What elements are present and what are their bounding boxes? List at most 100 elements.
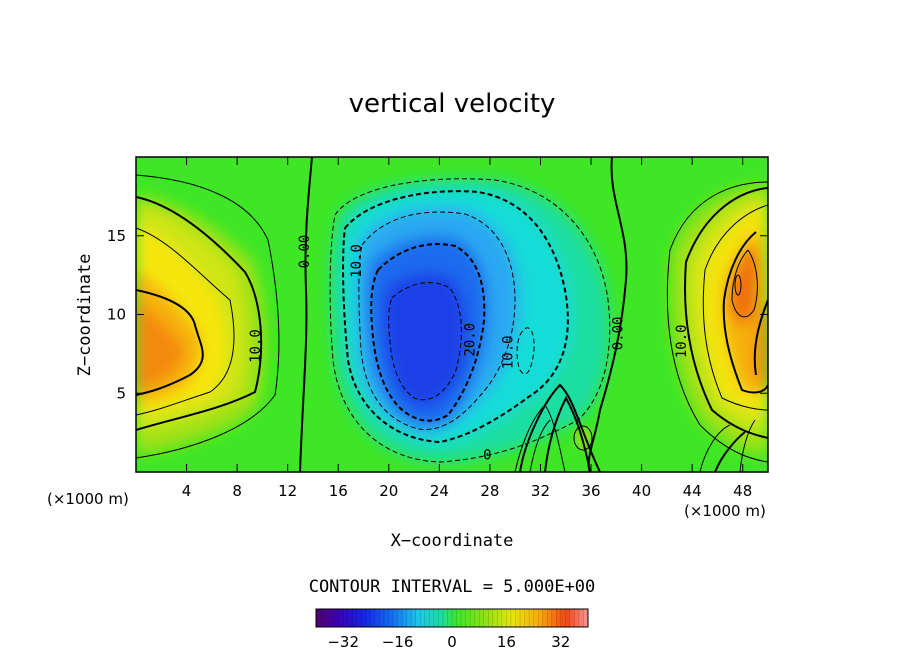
contour-left-15 [136,227,235,416]
colorbar-cell [325,609,330,627]
x-axis: 4 8 12 16 20 24 28 32 36 40 44 48 [182,157,752,500]
plot-field: 0.00 10.0 10.0 20.0 10.0 0.00 10.0 0 [136,157,768,472]
contour-right-20 [722,231,768,394]
colorbar-cell [542,609,548,627]
colorbar-cell [316,609,321,627]
contour-label: 10.0 [248,329,264,363]
colorbar-cell [583,609,589,627]
x-tick-label: 12 [278,482,297,500]
contour-left-10 [136,196,263,431]
colorbar-cell [492,609,498,627]
x-tick-label: 36 [581,482,600,500]
colorbar-cell [397,609,403,627]
x-tick-label: 40 [632,482,651,500]
colorbar-cell [565,609,571,627]
x-unit-label: (×1000 m) [684,502,766,520]
x-tick-label: 20 [379,482,398,500]
colorbar-cell [406,609,412,627]
contour-neg-5 [329,178,611,463]
colorbar-cell [338,609,344,627]
colorbar-cell [433,609,439,627]
colorbar-cell [456,609,462,627]
contour-right-5 [666,181,768,463]
colorbar-cell [551,609,557,627]
colorbar-cell [560,609,566,627]
colorbar-cell [370,609,376,627]
colorbar-tick-label: 32 [551,633,570,651]
contour-zero-left [299,157,313,472]
y-tick-label: 5 [116,384,126,402]
colorbar-cell [420,609,426,627]
colorbar-cell [365,609,371,627]
colorbar-cell [334,609,339,627]
colorbar-cell [574,609,580,627]
contour-neg-25 [388,282,462,401]
contour-neg-20 [370,243,486,422]
colorbar-cell [524,609,530,627]
colorbar-cell [578,609,584,627]
colorbar-cell [497,609,503,627]
contour-label: 0.00 [297,235,313,269]
colorbar-cell [520,609,525,627]
colorbar-ticks: −32 −16 0 16 32 [327,633,570,651]
contour-label: 10.0 [674,324,690,358]
colorbar-cell [515,609,521,627]
contour-neg-15 [358,211,516,430]
colorbar-tick-label: 0 [447,633,457,651]
colorbar-cell [501,609,507,627]
contour-lines [136,157,768,472]
right-updraft-region [670,185,768,455]
colorbar-cell [388,609,394,627]
colorbar-cell [529,609,534,627]
colorbar-cell [415,609,421,627]
contour-label-group: 0.00 10.0 10.0 20.0 10.0 0.00 10.0 0 [248,235,690,464]
colorbar-cell [461,609,466,627]
colorbar-cell [374,609,380,627]
chart-title: vertical velocity [349,89,556,119]
contour-zero-right [587,157,628,472]
colorbar-frame [315,608,589,628]
contour-lower-middle-streaks [514,404,566,472]
colorbar-cell [438,609,444,627]
y-unit-label: (×1000 m) [47,490,129,508]
x-tick-label: 48 [733,482,752,500]
colorbar-cell [474,609,480,627]
colorbar-cell [479,609,485,627]
contour-label: 0.00 [611,317,627,351]
contour-lower-right-streaks [699,419,756,472]
colorbar-cell [506,609,512,627]
contour-small-loop [573,425,593,451]
x-tick-label: 28 [480,482,499,500]
x-tick-label: 32 [531,482,550,500]
colorbar-cell [569,609,575,627]
colorbar-cell [465,609,471,627]
y-axis: 5 10 15 [107,227,768,402]
colorbar-cell [424,609,430,627]
contour-neg-inner [516,327,535,375]
colorbar-cell [347,609,353,627]
colorbar-cell [356,609,362,627]
colorbar-cell [452,609,457,627]
contour-label: 10.0 [501,335,517,369]
colorbar-cell [384,609,389,627]
colorbar-tick-label: −32 [327,633,359,651]
contour-right-15 [702,204,768,411]
contour-right-25 [731,249,758,318]
contour-right-30 [734,274,742,296]
contour-interval-label: CONTOUR INTERVAL = 5.000E+00 [309,577,596,597]
contour-right-10 [684,187,768,439]
y-axis-label: Z−coordinate [75,254,95,377]
colorbar-cell [329,609,335,627]
x-tick-label: 4 [182,482,192,500]
colorbar-cell [556,609,562,627]
x-tick-label: 16 [329,482,348,500]
colorbar-cell [442,609,448,627]
contour-label: 10.0 [349,244,365,278]
y-tick-label: 10 [107,306,126,324]
x-tick-label: 44 [683,482,702,500]
y-tick-label: 15 [107,227,126,245]
colorbar [315,608,589,628]
colorbar-cell [488,609,494,627]
contour-label: 20.0 [463,323,479,357]
